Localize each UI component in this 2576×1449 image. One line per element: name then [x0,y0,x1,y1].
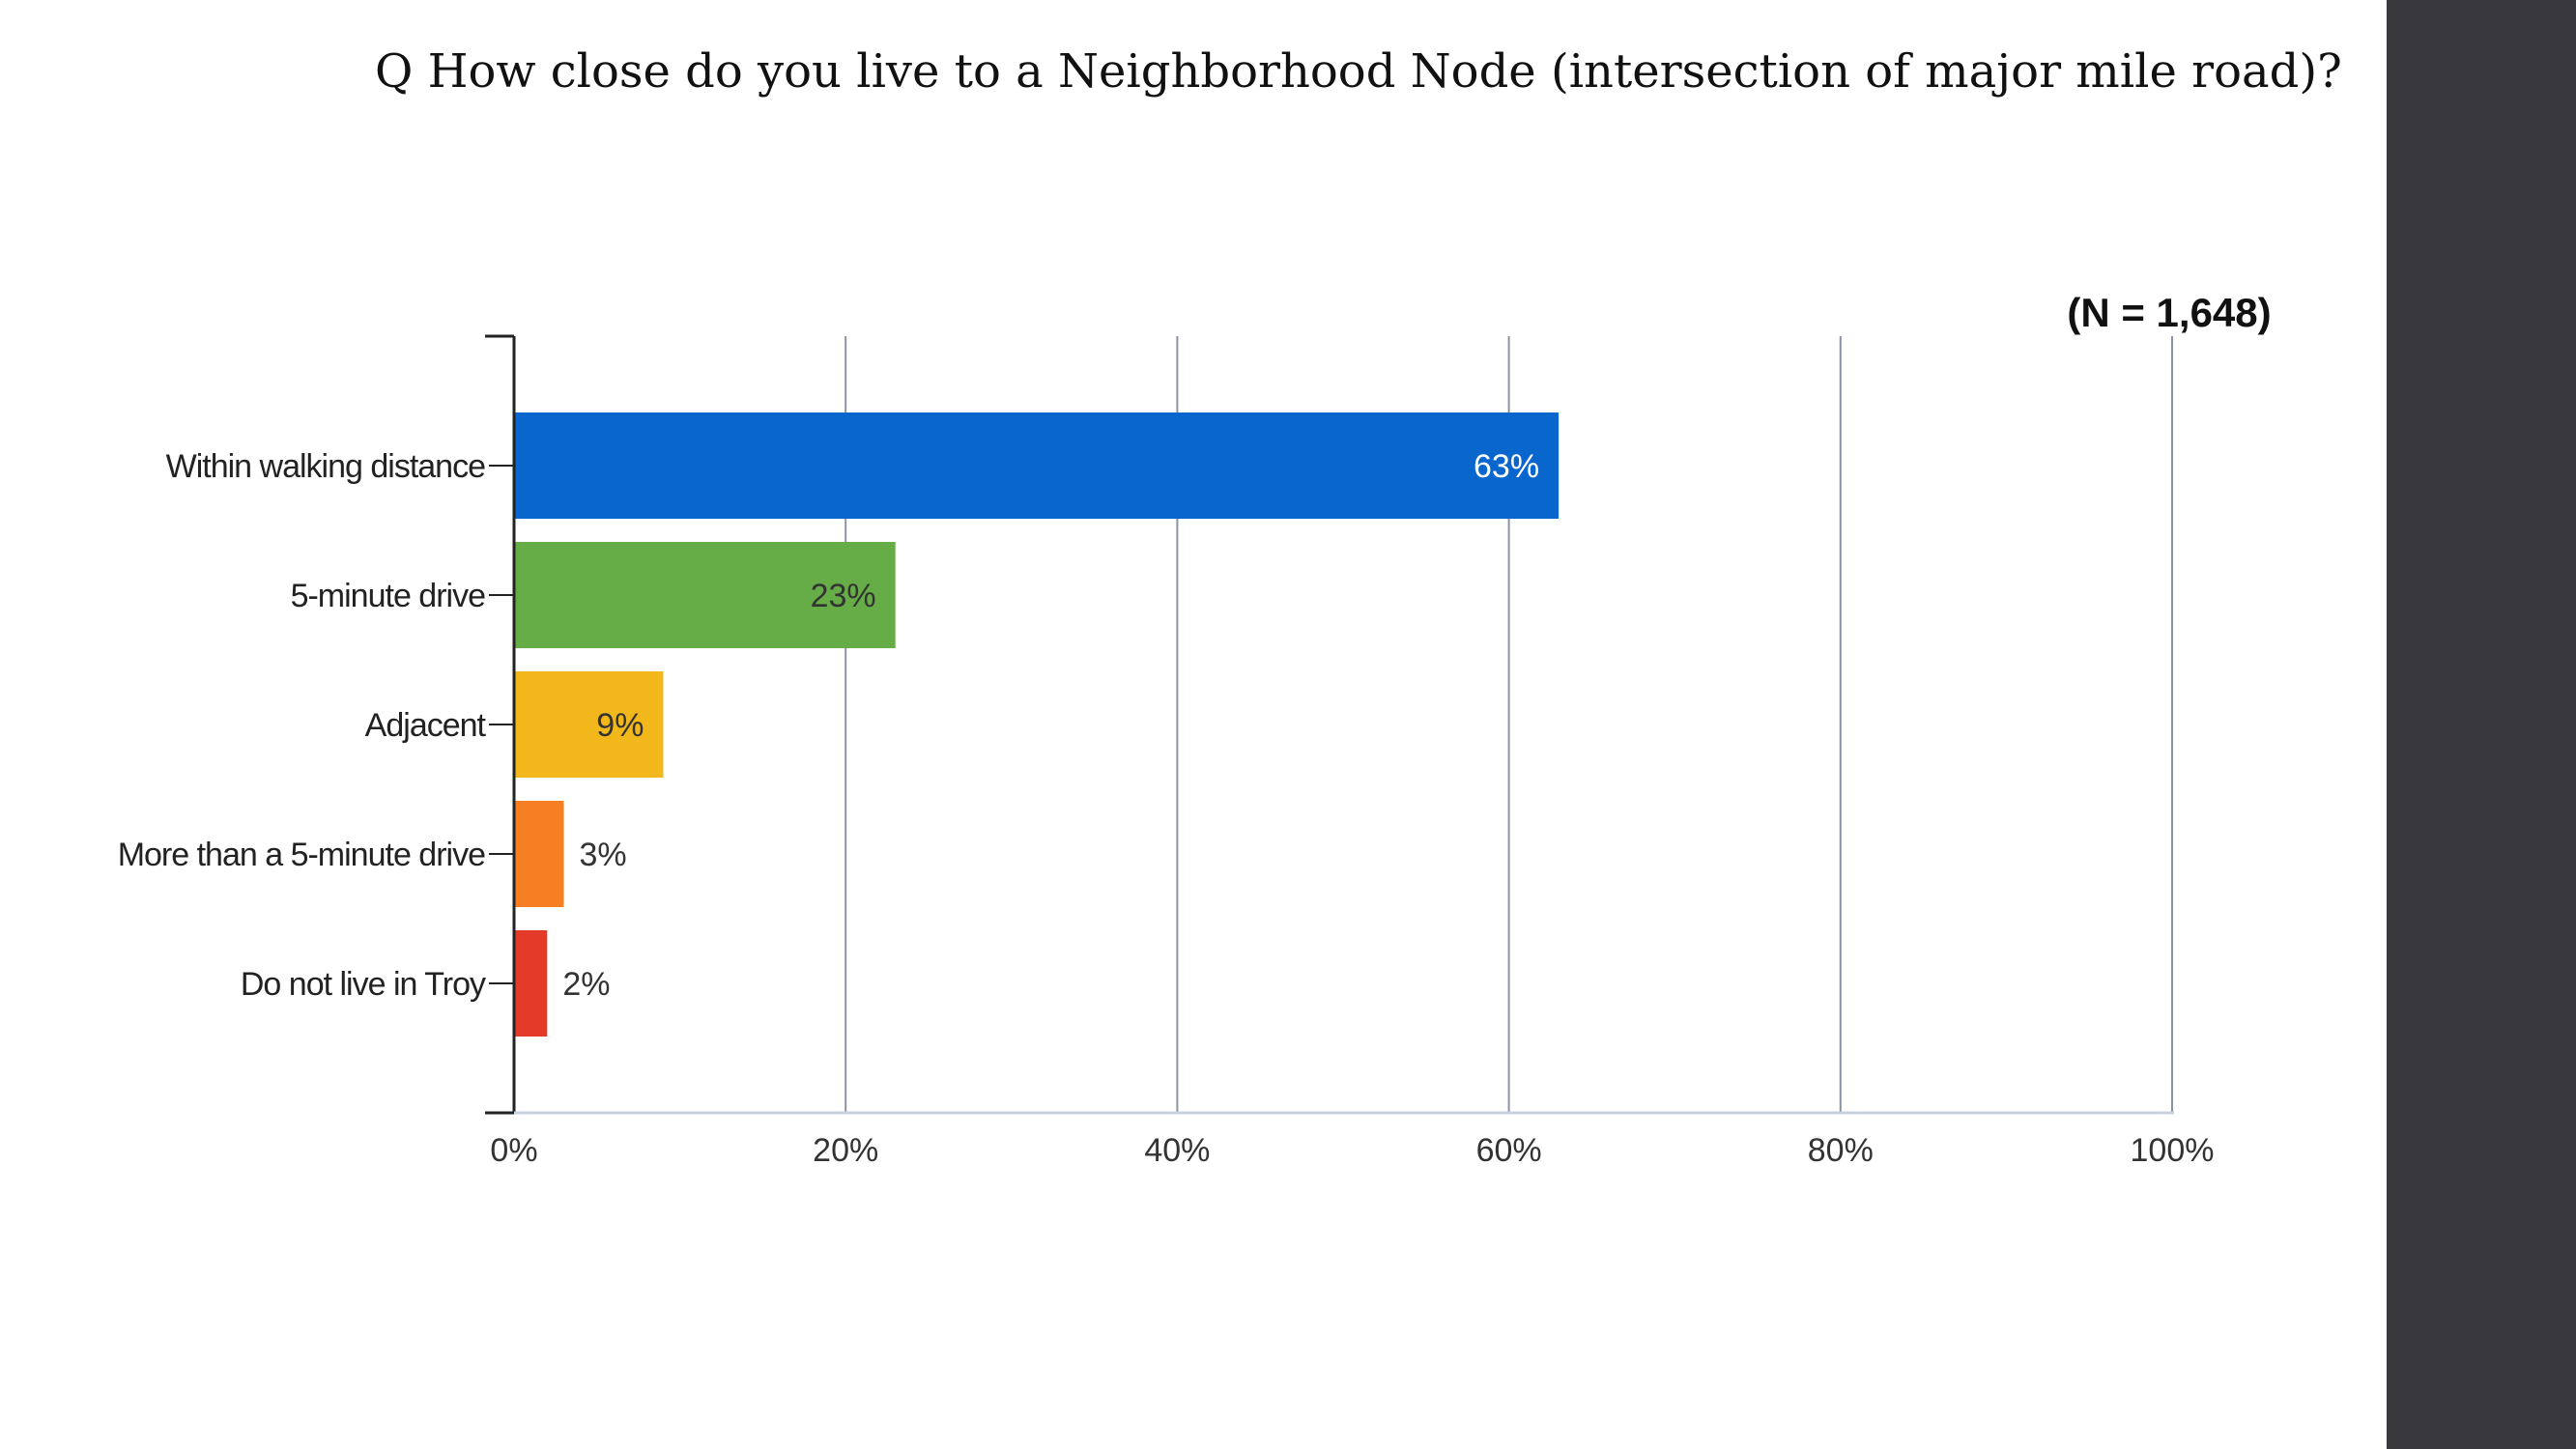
bar-1 [515,542,896,648]
bar-3 [515,801,564,907]
category-label: 5-minute drive [291,578,486,614]
category-label: Within walking distance [166,448,485,485]
bar-0 [515,412,1560,519]
bar-4 [515,930,548,1037]
side-panel [2387,0,2576,1449]
category-label: Adjacent [365,707,487,744]
x-tick-label: 80% [1808,1132,1874,1169]
x-tick-label: 0% [490,1132,537,1169]
value-label: 3% [579,837,626,873]
category-label: More than a 5-minute drive [118,837,485,873]
value-label: 9% [596,707,644,744]
x-tick-label: 40% [1144,1132,1210,1169]
question-title: Q How close do you live to a Neighborhoo… [375,44,2342,99]
x-tick-label: 100% [2131,1132,2215,1169]
bar-chart: 0% 20% 40% 60% 80% 100% Within walking distanc… [118,334,2215,1169]
bars [515,412,1560,1037]
labels: 0% 20% 40% 60% 80% 100% Within walking distanc… [118,448,2215,1169]
bar-2 [515,671,664,778]
x-tick-label: 20% [813,1132,878,1169]
axes [485,334,2174,1115]
value-label: 2% [562,966,610,1003]
sample-size-label: (N = 1,648) [2067,290,2272,335]
x-tick-label: 60% [1476,1132,1542,1169]
value-label: 63% [1474,448,1539,485]
value-label: 23% [811,578,876,614]
category-label: Do not live in Troy [241,966,486,1003]
